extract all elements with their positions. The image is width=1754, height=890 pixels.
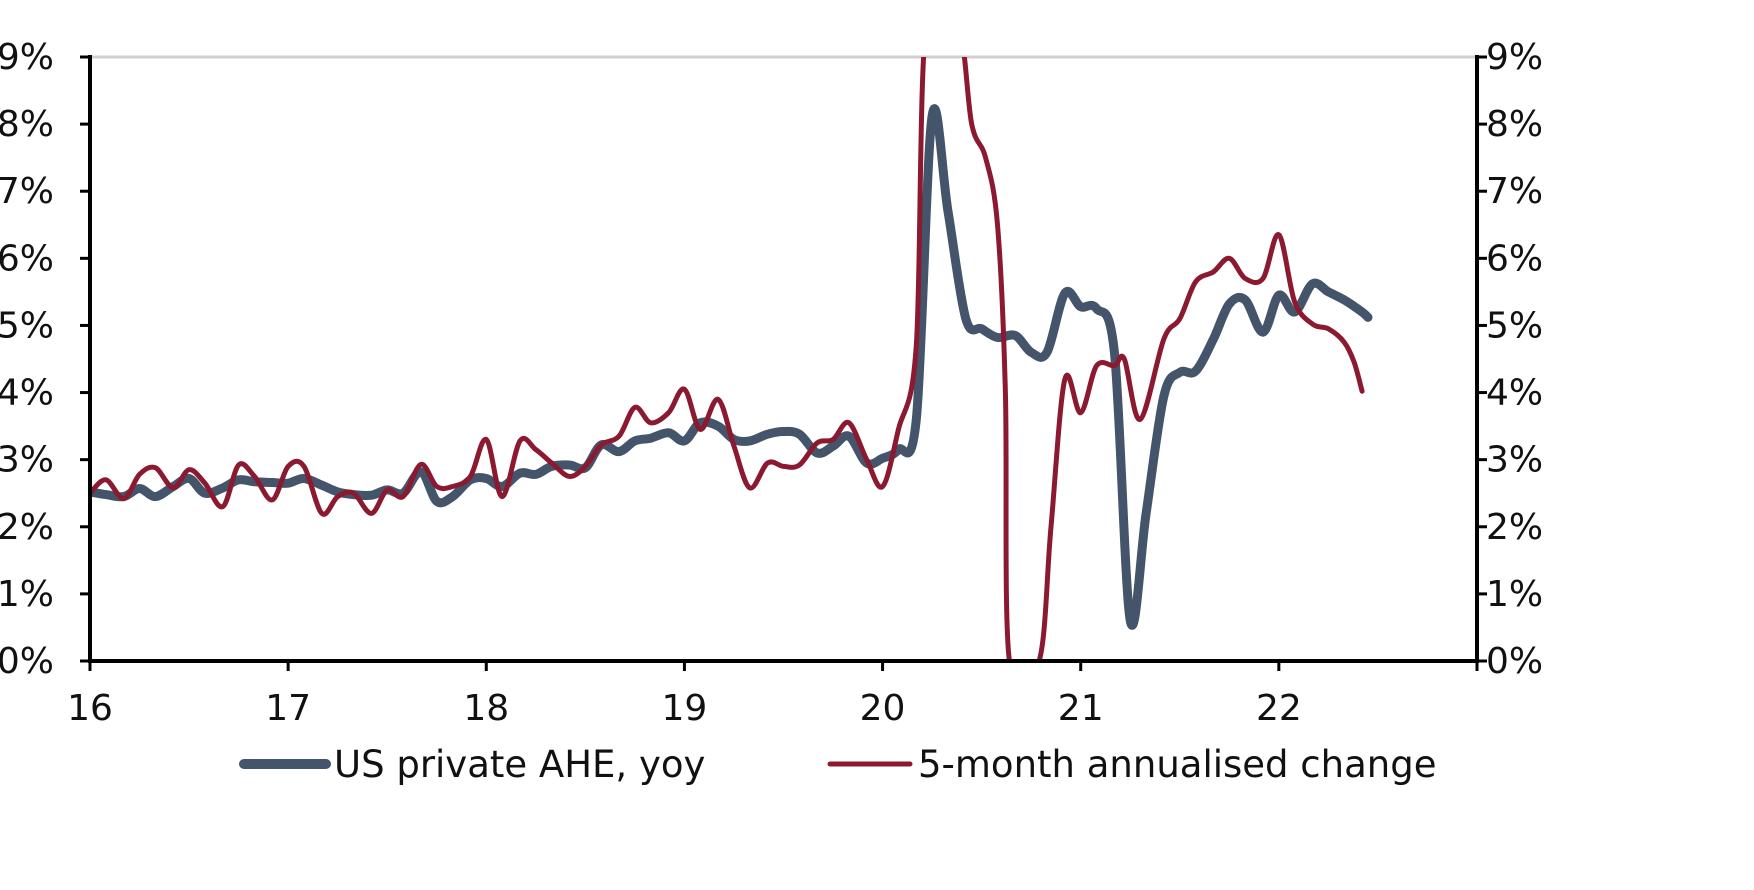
left-y-tick-label: 8% bbox=[0, 104, 54, 145]
right-y-tick-label: 2% bbox=[1486, 507, 1543, 548]
series-line-2 bbox=[90, 57, 1365, 661]
left-y-tick-label: 6% bbox=[0, 238, 54, 279]
left-y-tick-label: 5% bbox=[0, 305, 54, 346]
x-tick-label: 21 bbox=[1058, 688, 1104, 729]
right-y-tick-label: 9% bbox=[1486, 37, 1543, 78]
right-y-tick-label: 0% bbox=[1486, 641, 1543, 682]
x-tick-label: 19 bbox=[662, 688, 708, 729]
left-y-tick-label: 7% bbox=[0, 171, 54, 212]
right-y-tick-label: 3% bbox=[1486, 440, 1543, 481]
right-y-tick-label: 1% bbox=[1486, 574, 1543, 615]
x-tick-label: 16 bbox=[67, 688, 113, 729]
x-tick-label: 20 bbox=[860, 688, 906, 729]
x-tick-label: 22 bbox=[1256, 688, 1302, 729]
right-y-tick-label: 7% bbox=[1486, 171, 1543, 212]
left-y-tick-label: 2% bbox=[0, 507, 54, 548]
left-y-tick-label: 1% bbox=[0, 574, 54, 615]
left-y-tick-label: 3% bbox=[0, 440, 54, 481]
series-layer bbox=[90, 57, 1373, 661]
legend: US private AHE, yoy 5-month annualised ch… bbox=[239, 743, 1436, 786]
left-y-axis-ticks: 0% 1% 2% 3% 4% 5% 6% 7% 8% 9% bbox=[0, 37, 90, 682]
legend-label-1: US private AHE, yoy bbox=[334, 743, 705, 786]
left-y-tick-label: 0% bbox=[0, 641, 54, 682]
legend-label-2: 5-month annualised change bbox=[918, 743, 1436, 786]
right-y-tick-label: 4% bbox=[1486, 373, 1543, 414]
right-y-axis-ticks: 0% 1% 2% 3% 4% 5% 6% 7% 8% 9% bbox=[1477, 37, 1543, 682]
left-y-tick-label: 9% bbox=[0, 37, 54, 78]
series-line-1 bbox=[90, 104, 1373, 630]
right-y-tick-label: 5% bbox=[1486, 305, 1543, 346]
left-y-tick-label: 4% bbox=[0, 373, 54, 414]
x-axis-ticks: 16 17 18 19 20 21 22 bbox=[67, 661, 1479, 729]
axes-layer bbox=[88, 55, 1479, 663]
right-y-tick-label: 8% bbox=[1486, 104, 1543, 145]
x-tick-label: 17 bbox=[265, 688, 311, 729]
right-y-tick-label: 6% bbox=[1486, 238, 1543, 279]
x-tick-label: 18 bbox=[463, 688, 509, 729]
